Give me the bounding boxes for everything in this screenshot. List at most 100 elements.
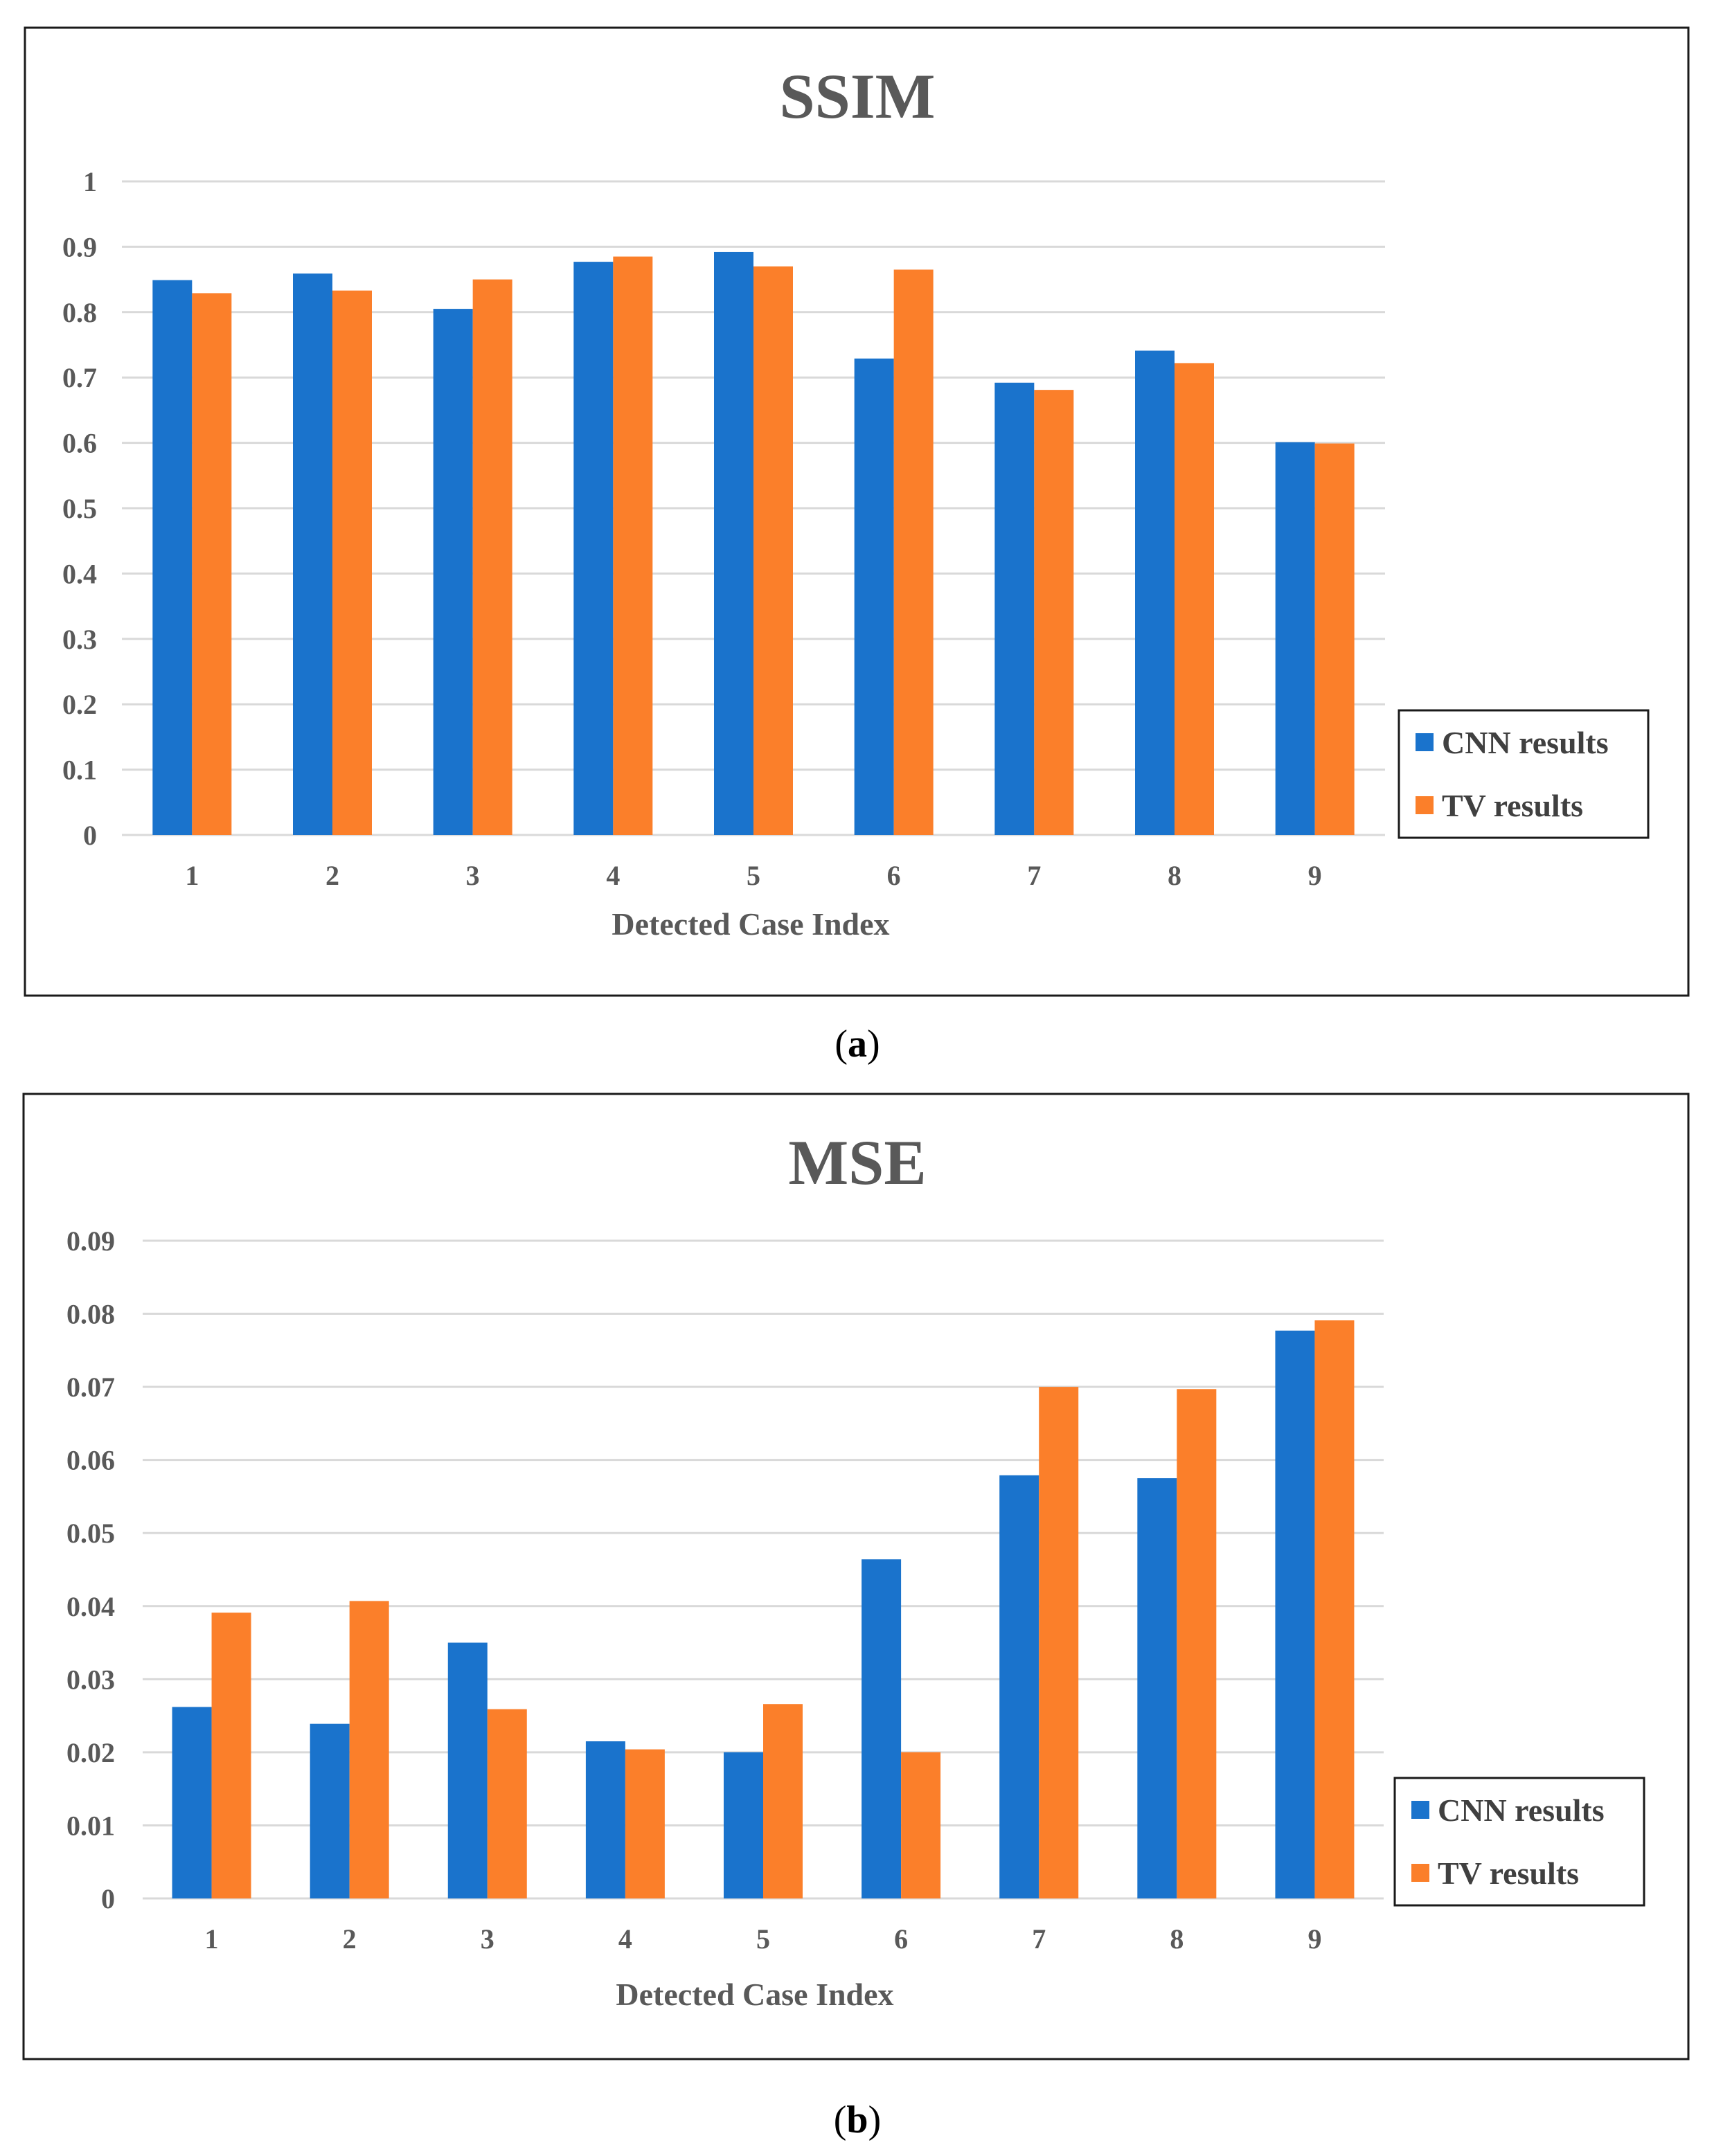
legend-label-cnn: CNN results <box>1438 1793 1605 1828</box>
y-tick-label: 0.6 <box>62 428 97 459</box>
y-tick-label: 0.9 <box>62 231 97 262</box>
x-tick-label: 3 <box>466 860 480 891</box>
x-axis-title: Detected Case Index <box>616 1977 893 2012</box>
y-tick-label: 0.3 <box>62 624 97 655</box>
x-tick-label: 8 <box>1168 860 1181 891</box>
ssim-chart: SSIM 0 0.1 0.2 0.3 0.4 0.5 0.6 0.7 0.8 0.9 1 1 2 3 4 5… <box>24 26 1690 1066</box>
x-tick-label: 9 <box>1307 1923 1321 1955</box>
y-tick-label: 0.06 <box>66 1445 115 1476</box>
bar-cnn-case-7 <box>994 382 1035 835</box>
bar-tv-case-6 <box>901 1752 941 1898</box>
bar-cnn-case-5 <box>714 251 753 835</box>
bar-cnn-case-2 <box>310 1723 350 1898</box>
panel-label-b: (b) <box>834 2099 881 2141</box>
panel-label-letter: b <box>846 2099 868 2141</box>
mse-chart: MSE 0 0.01 0.02 0.03 0.04 0.05 0.06 0.07 0.08 0.0… <box>22 1093 1690 2141</box>
y-axis-ticks: 0 0.01 0.02 0.03 0.04 0.05 0.06 0.07 0.08 0.09 <box>66 1225 115 1914</box>
bar-cnn-case-6 <box>854 358 894 835</box>
bar-tv-case-3 <box>487 1709 527 1898</box>
x-tick-label: 4 <box>618 1923 632 1955</box>
bar-tv-case-9 <box>1314 443 1355 835</box>
legend-box <box>1398 709 1650 839</box>
y-tick-label: 0.5 <box>62 493 97 524</box>
legend: CNN results TV results <box>1393 1777 1645 1907</box>
x-axis-ticks: 1 2 3 4 5 6 7 8 9 <box>205 1923 1322 1955</box>
y-tick-label: 0.09 <box>66 1225 115 1257</box>
y-tick-label: 0.2 <box>62 689 97 720</box>
y-tick-label: 0.05 <box>66 1518 115 1549</box>
x-tick-label: 6 <box>894 1923 908 1955</box>
bar-cnn-case-1 <box>152 280 193 835</box>
y-tick-label: 0.01 <box>66 1810 115 1841</box>
bar-tv-case-1 <box>192 293 232 835</box>
bar-cnn-case-5 <box>724 1752 763 1898</box>
panel-label-a: (a) <box>834 1023 880 1066</box>
bar-cnn-case-9 <box>1275 442 1315 835</box>
bar-cnn-case-3 <box>433 309 473 836</box>
legend-swatch-tv <box>1416 796 1434 814</box>
chart-title: MSE <box>788 1127 926 1198</box>
bar-tv-case-2 <box>349 1601 389 1898</box>
bar-tv-case-2 <box>332 290 372 835</box>
bar-cnn-case-3 <box>447 1642 488 1898</box>
x-axis-ticks: 1 2 3 4 5 6 7 8 9 <box>185 860 1321 891</box>
legend-label-tv: TV results <box>1442 788 1583 823</box>
bar-cnn-case-4 <box>573 262 614 835</box>
x-tick-label: 9 <box>1308 860 1322 891</box>
x-tick-label: 8 <box>1170 1923 1184 1955</box>
x-tick-label: 2 <box>343 1923 357 1955</box>
bar-tv-case-7 <box>1039 1387 1079 1898</box>
x-tick-label: 7 <box>1027 860 1041 891</box>
y-tick-label: 0.03 <box>66 1664 115 1695</box>
bar-tv-case-6 <box>893 269 934 835</box>
bar-cnn-case-6 <box>862 1559 902 1898</box>
y-tick-label: 0.02 <box>66 1737 115 1768</box>
y-tick-label: 1 <box>83 166 97 197</box>
bar-tv-case-5 <box>753 266 793 836</box>
x-tick-label: 1 <box>185 860 199 891</box>
legend-label-cnn: CNN results <box>1442 725 1609 760</box>
panel-label-letter: a <box>848 1023 867 1066</box>
y-tick-label: 0.08 <box>66 1299 115 1330</box>
y-axis-ticks: 0 0.1 0.2 0.3 0.4 0.5 0.6 0.7 0.8 0.9 1 <box>62 166 97 851</box>
y-tick-label: 0.7 <box>62 362 97 393</box>
x-tick-label: 2 <box>325 860 339 891</box>
legend-label-tv: TV results <box>1438 1856 1579 1891</box>
y-tick-label: 0 <box>83 820 97 851</box>
x-tick-label: 5 <box>756 1923 770 1955</box>
bar-cnn-case-4 <box>585 1741 625 1898</box>
panel-label-close: ) <box>868 2099 882 2141</box>
y-tick-label: 0.4 <box>62 558 97 589</box>
legend-swatch-cnn <box>1411 1801 1429 1819</box>
x-tick-label: 3 <box>481 1923 494 1955</box>
y-tick-label: 0.1 <box>62 755 97 786</box>
bar-tv-case-5 <box>763 1704 803 1898</box>
bar-cnn-case-8 <box>1135 350 1175 836</box>
bar-cnn-case-1 <box>172 1707 212 1898</box>
x-axis-title: Detected Case Index <box>611 906 889 942</box>
bars <box>152 251 1355 836</box>
bar-tv-case-3 <box>472 279 512 836</box>
y-tick-label: 0.07 <box>66 1372 115 1403</box>
bar-cnn-case-7 <box>999 1475 1039 1898</box>
bar-tv-case-8 <box>1175 363 1214 835</box>
panel-label-open: ( <box>834 2099 847 2141</box>
y-tick-label: 0 <box>101 1883 115 1914</box>
bar-cnn-case-9 <box>1275 1330 1315 1898</box>
x-tick-label: 4 <box>606 860 620 891</box>
panel-label-open: ( <box>834 1023 848 1066</box>
x-tick-label: 5 <box>747 860 760 891</box>
bar-tv-case-4 <box>613 256 653 835</box>
bars <box>172 1320 1355 1898</box>
chart-title: SSIM <box>780 61 936 132</box>
legend-swatch-cnn <box>1416 733 1434 751</box>
bar-cnn-case-2 <box>293 273 332 835</box>
x-tick-label: 6 <box>887 860 901 891</box>
bar-tv-case-8 <box>1177 1389 1217 1898</box>
x-tick-label: 1 <box>205 1923 219 1955</box>
y-tick-label: 0.04 <box>66 1591 115 1622</box>
chart-frame <box>22 1093 1690 2060</box>
bar-tv-case-4 <box>625 1749 665 1898</box>
y-tick-label: 0.8 <box>62 297 97 328</box>
legend: CNN results TV results <box>1398 709 1650 839</box>
